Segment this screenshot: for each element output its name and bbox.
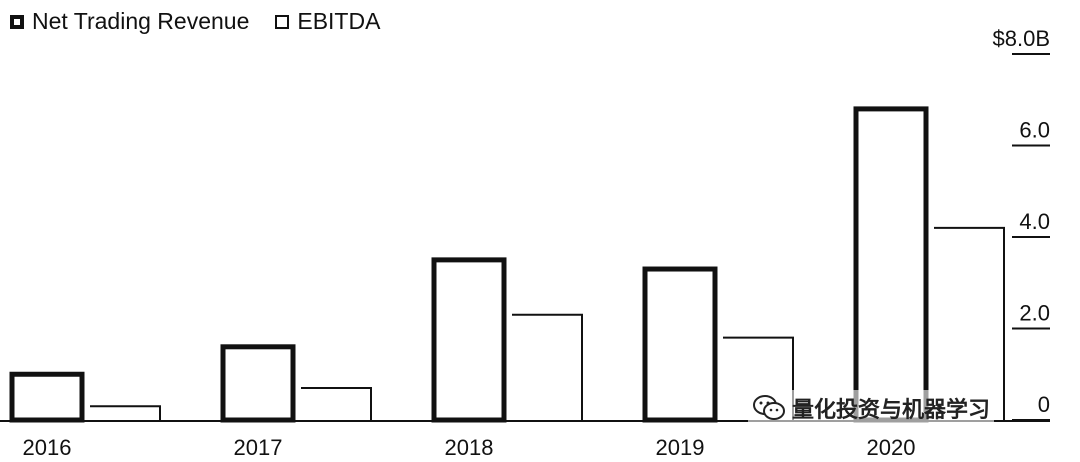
y-tick-label-3: 6.0 <box>1019 118 1050 143</box>
x-tick-label-2018: 2018 <box>445 435 494 460</box>
bar-ebitda-2018 <box>512 313 583 420</box>
bar-net-trading-revenue-2020 <box>853 106 929 423</box>
y-tick-label-0: 0 <box>1038 392 1050 417</box>
bar-ebitda-2020 <box>934 226 1005 420</box>
legend-label-net-trading-revenue: Net Trading Revenue <box>32 8 250 34</box>
bar-net-trading-revenue-2017 <box>220 344 296 423</box>
x-tick-label-2020: 2020 <box>867 435 916 460</box>
bar-net-trading-revenue-2019 <box>642 266 718 423</box>
legend-label-ebitda: EBITDA <box>297 8 381 34</box>
y-tick-label-1: 2.0 <box>1019 301 1050 326</box>
x-tick-label-2019: 2019 <box>656 435 705 460</box>
wechat-icon <box>753 395 785 420</box>
y-tick-label-2: 4.0 <box>1019 209 1050 234</box>
legend-swatch-ebitda <box>275 14 290 29</box>
legend-item-ebitda: EBITDA <box>275 8 380 35</box>
bar-ebitda-2017 <box>301 386 372 420</box>
y-tick-label-4: $8.0B <box>993 26 1051 51</box>
legend-item-net-trading-revenue: Net Trading Revenue <box>10 8 249 35</box>
bar-net-trading-revenue-2018 <box>431 257 507 423</box>
watermark: 量化投资与机器学习 <box>748 390 995 426</box>
x-tick-label-2016: 2016 <box>23 435 72 460</box>
bar-net-trading-revenue-2016 <box>9 371 85 423</box>
legend-swatch-net-trading-revenue <box>10 14 24 29</box>
watermark-text: 量化投资与机器学习 <box>792 397 991 422</box>
chart-legend: Net Trading Revenue EBITDA <box>10 8 406 35</box>
x-tick-label-2017: 2017 <box>234 435 283 460</box>
bar-ebitda-2016 <box>90 405 161 420</box>
